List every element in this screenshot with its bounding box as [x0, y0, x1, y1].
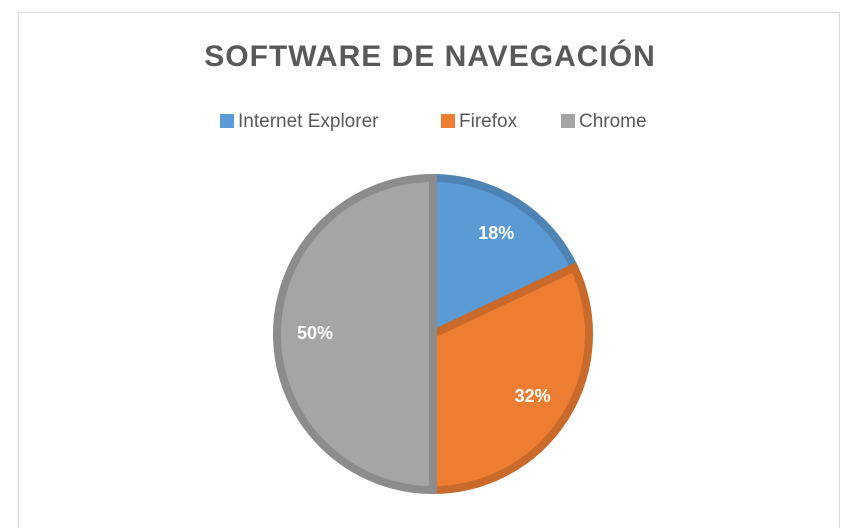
- legend-label: Chrome: [579, 111, 647, 132]
- legend-label: Firefox: [459, 111, 518, 132]
- legend-swatch: [561, 114, 575, 128]
- pie-slice: [429, 173, 580, 341]
- pie-slice: [273, 173, 437, 495]
- pie-slice: [429, 262, 593, 495]
- data-label: 18%: [478, 223, 514, 243]
- chart-title: SOFTWARE DE NAVEGACIÓN: [204, 39, 655, 73]
- legend-swatch: [441, 114, 455, 128]
- data-label: 32%: [515, 386, 551, 406]
- legend-swatch: [220, 114, 234, 128]
- data-label: 50%: [297, 323, 333, 343]
- legend-label: Internet Explorer: [238, 111, 379, 132]
